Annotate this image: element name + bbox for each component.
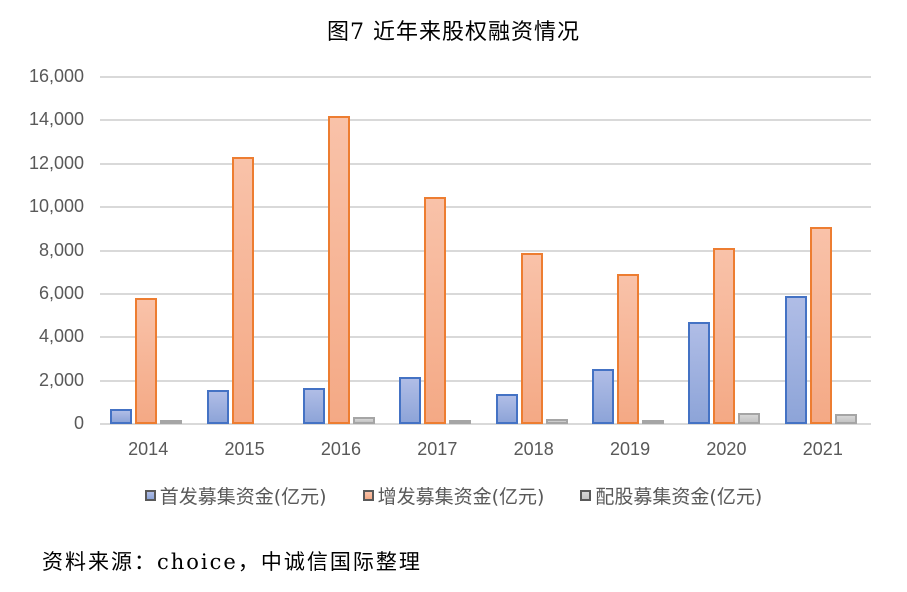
x-tick-label: 2018 [513,439,554,459]
bar-2021-series-1 [809,226,832,424]
legend-swatch-icon [362,490,374,501]
legend-item: 增发募集资金(亿元) [362,482,545,509]
bar-2017-series-2 [449,420,472,424]
bar-2016-series-2 [352,417,375,424]
legend-swatch-icon [144,490,156,501]
bar-2015-series-0 [206,389,229,424]
gridline [100,76,871,78]
x-tick-label: 2021 [802,439,843,459]
legend-item: 首发募集资金(亿元) [144,482,327,509]
y-tick-label: 4,000 [38,326,84,347]
gridline [100,206,871,209]
legend-label: 增发募集资金(亿元) [377,486,545,508]
bar-2019-series-2 [642,420,665,424]
bar-2016-series-1 [327,116,350,424]
legend-swatch-icon [580,490,592,501]
x-tick-label: 2016 [320,439,361,459]
legend-item: 配股募集资金(亿元) [580,482,762,509]
bar-2014-series-2 [160,420,183,424]
bar-2016-series-0 [302,388,325,424]
bar-2017-series-0 [399,376,422,424]
chart-title: 图7 近年来股权融资情况 [327,20,580,45]
bar-2018-series-0 [495,394,518,424]
gridline [100,162,871,165]
bar-2017-series-1 [424,197,447,424]
bar-2019-series-0 [592,368,615,424]
x-tick-label: 2017 [417,439,458,459]
bar-2019-series-1 [617,274,640,424]
plot-area: 0 2,000 4,000 6,000 8,000 10,000 12,000 14,000 1… [28,66,871,459]
source-note: 资料来源：choice，中诚信国际整理 [42,550,422,574]
legend: 首发募集资金(亿元) 增发募集资金(亿元) 配股募集资金(亿元) [0,482,907,509]
x-tick-label: 2020 [706,439,747,459]
bar-2020-series-2 [738,413,761,424]
gridline [100,292,871,295]
bar-2014-series-0 [110,409,133,424]
x-tick-label: 2015 [224,439,265,459]
gridline [100,336,871,339]
bar-2018-series-2 [545,418,568,424]
y-tick-label: 0 [73,413,84,433]
y-tick-label: 14,000 [28,109,84,130]
y-tick-label: 2,000 [38,369,84,390]
gridline [100,249,871,252]
y-tick-label: 6,000 [38,282,84,303]
legend-label: 首发募集资金(亿元) [159,486,327,508]
y-tick-label: 12,000 [28,152,84,173]
gridline [100,379,871,382]
legend-label: 配股募集资金(亿元) [595,486,763,508]
bar-2020-series-1 [713,248,736,424]
bar-2015-series-1 [231,157,254,424]
bar-2014-series-1 [135,298,158,424]
y-tick-label: 16,000 [28,66,84,86]
bar-2021-series-0 [784,296,807,424]
gridline [100,423,871,425]
bar-2021-series-2 [834,414,857,424]
y-tick-label: 8,000 [38,239,84,260]
bar-2018-series-1 [520,252,543,424]
bar-2020-series-0 [688,322,711,424]
x-tick-label: 2014 [128,439,169,459]
y-tick-label: 10,000 [28,196,84,217]
x-tick-label: 2019 [610,439,651,459]
gridline [100,119,871,122]
